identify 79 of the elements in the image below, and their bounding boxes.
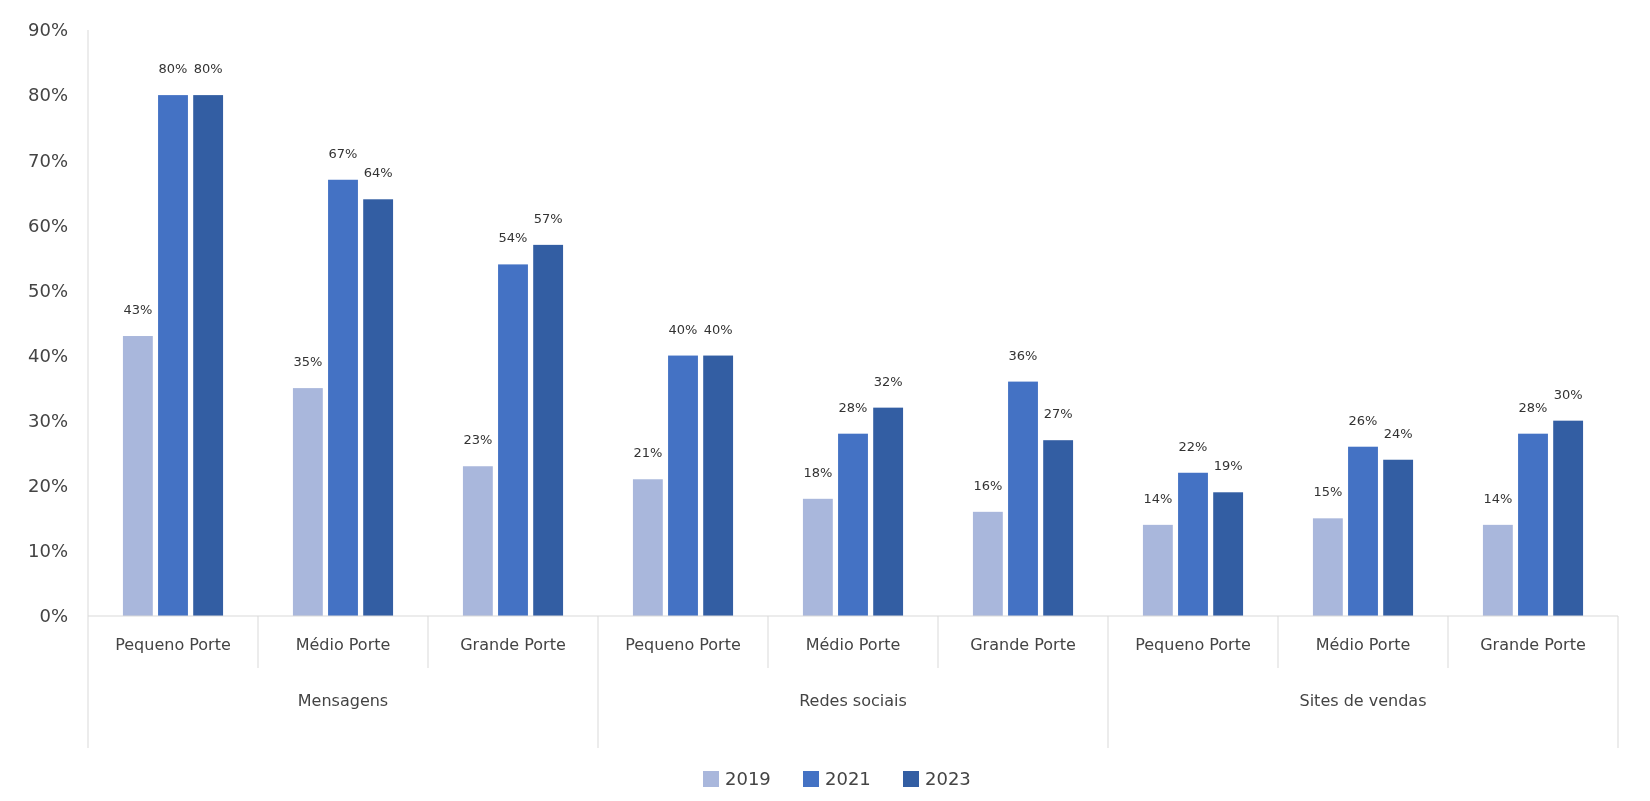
text: Sites de vendas (1299, 691, 1427, 710)
bar (363, 199, 394, 616)
data-label: 26% (1348, 412, 1378, 428)
x-tick-label: Pequeno Porte (115, 635, 231, 654)
data-label: 19% (1213, 458, 1243, 474)
y-tick-label: 80% (27, 84, 68, 106)
bar (838, 433, 868, 616)
x-tick-label: Grande Porte (1480, 635, 1586, 654)
bar (1348, 446, 1378, 616)
y-tick-label: 10% (27, 540, 68, 562)
data-label: 30% (1553, 386, 1583, 402)
data-label: 16% (973, 477, 1003, 493)
data-label: 27% (1043, 406, 1073, 422)
bar (1518, 433, 1548, 616)
bar (802, 498, 833, 616)
bar (1553, 420, 1584, 616)
bar (158, 95, 188, 616)
data-label: 40% (668, 321, 698, 337)
y-tick-label: 70% (27, 149, 68, 171)
data-label: 21% (633, 445, 663, 461)
bar (1383, 459, 1414, 616)
x-tick-label: Médio Porte (805, 635, 901, 654)
data-label: 43% (123, 302, 153, 318)
bar (703, 355, 734, 616)
bar (972, 511, 1003, 616)
bar (122, 336, 153, 616)
bar (533, 244, 564, 616)
bar (1213, 492, 1244, 616)
y-tick-label: 90% (27, 19, 68, 41)
data-label: 22% (1178, 438, 1208, 454)
data-label: 28% (1518, 399, 1548, 415)
data-label: 54% (498, 230, 528, 246)
bar (668, 355, 698, 616)
bar (498, 264, 528, 616)
x-tick-label: Grande Porte (970, 635, 1076, 654)
y-tick-label: 50% (27, 279, 68, 301)
x-tick-label: Pequeno Porte (625, 635, 741, 654)
data-label: 36% (1008, 347, 1038, 363)
x-tick-label: Grande Porte (460, 635, 566, 654)
data-label: 80% (158, 61, 188, 77)
data-label: 40% (703, 321, 733, 337)
data-label: 32% (873, 373, 903, 389)
data-label: 14% (1143, 490, 1173, 506)
bar (328, 179, 358, 616)
bar (873, 407, 904, 616)
bar (1008, 381, 1038, 616)
x-tick-label: Médio Porte (295, 635, 391, 654)
data-label: 14% (1483, 490, 1513, 506)
text: Redes sociais (799, 691, 907, 710)
bar (1043, 440, 1074, 616)
data-label: 15% (1313, 484, 1343, 500)
text: Mensagens (297, 691, 389, 710)
legend-label: 2021 (825, 768, 871, 790)
data-label: 24% (1383, 425, 1413, 441)
data-label: 35% (293, 354, 323, 370)
bar (632, 479, 663, 616)
bar (1312, 518, 1343, 616)
data-label: 80% (193, 61, 223, 77)
y-tick-label: 30% (27, 409, 68, 431)
bar (1482, 524, 1513, 616)
x-tick-label: Médio Porte (1315, 635, 1411, 654)
data-label: 64% (363, 165, 393, 181)
legend-label: 2019 (725, 768, 771, 790)
y-tick-label: 40% (27, 344, 68, 366)
bar (1178, 472, 1208, 616)
y-tick-label: 60% (27, 214, 68, 236)
x-tick-label: Pequeno Porte (1135, 635, 1251, 654)
data-label: 23% (463, 432, 493, 448)
legend-label: 2023 (925, 768, 971, 790)
data-label: 67% (328, 145, 358, 161)
y-tick-label: 20% (27, 475, 68, 497)
data-label: 28% (838, 399, 868, 415)
bar (462, 466, 493, 616)
data-label: 18% (803, 464, 833, 480)
data-label: 57% (533, 210, 563, 226)
bar (1142, 524, 1173, 616)
bar (292, 388, 323, 616)
bar (193, 95, 224, 616)
y-tick-label: 0% (39, 605, 68, 627)
